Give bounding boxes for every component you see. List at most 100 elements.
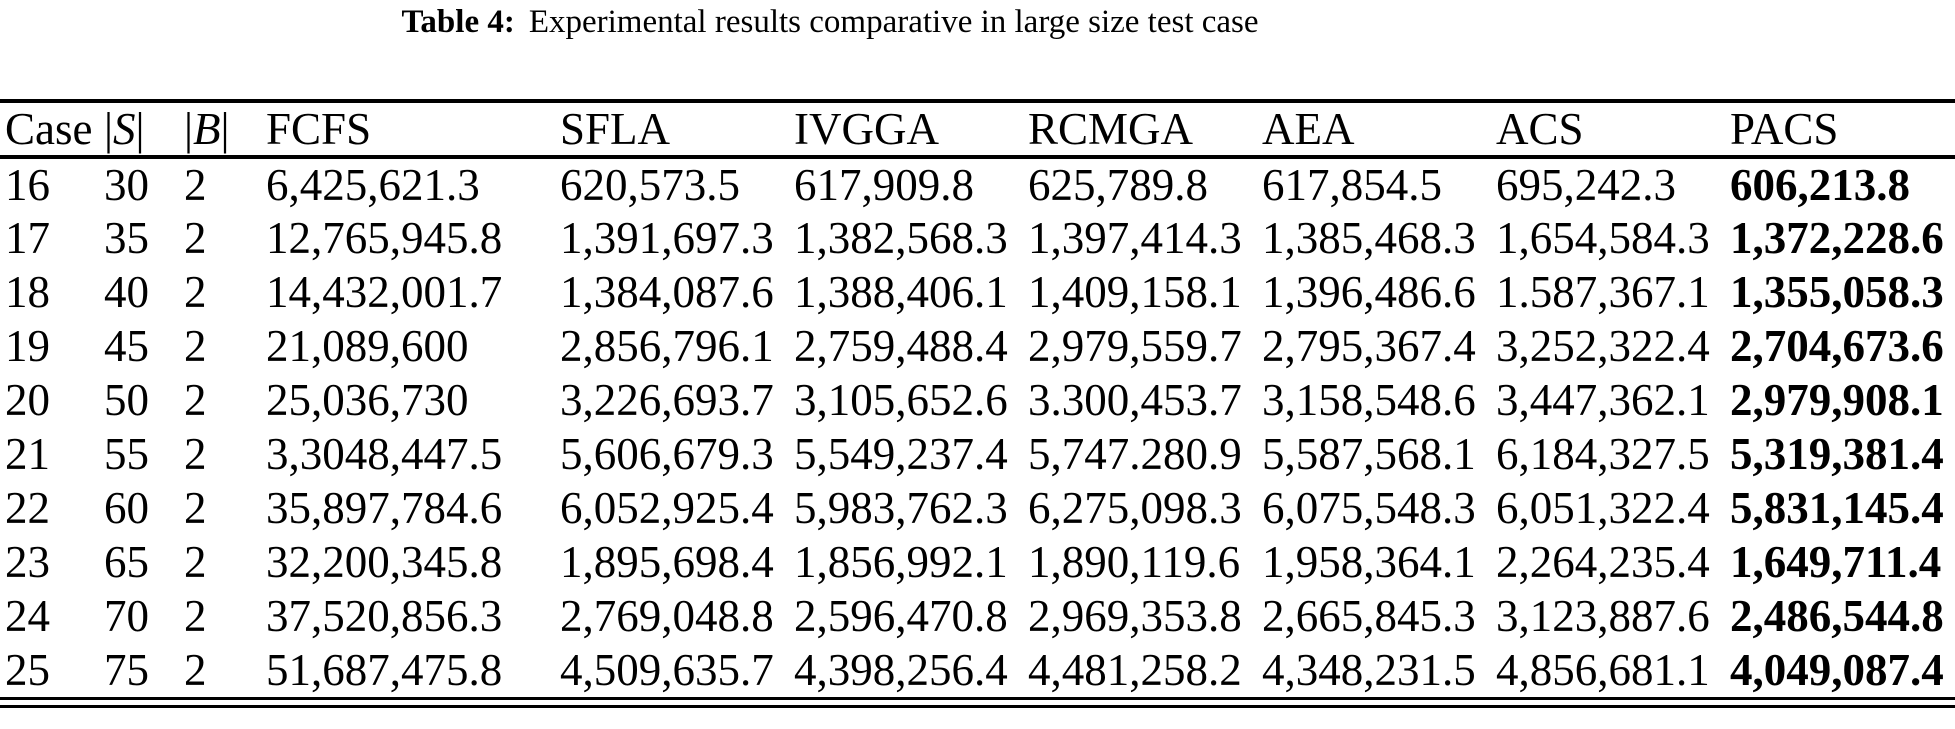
cell-acs: 2,264,235.4 xyxy=(1496,537,1710,587)
cell-b: 2 xyxy=(184,213,207,263)
cell-s: 40 xyxy=(104,267,149,317)
cell-b: 2 xyxy=(184,267,207,317)
cell-fcfs: 14,432,001.7 xyxy=(266,267,503,317)
table-header-row: Case |S| |B| FCFS SFLA IVGGA RCMGA AEA ACS PACS xyxy=(0,101,1955,159)
cell-s: 60 xyxy=(104,483,149,533)
cell-rcmga: 1,397,414.3 xyxy=(1028,213,1242,263)
cell-rcmga: 6,275,098.3 xyxy=(1028,483,1242,533)
cell-pacs: 5,831,145.4 xyxy=(1730,483,1944,533)
cell-rcmga: 4,481,258.2 xyxy=(1028,645,1242,695)
cell-sfla: 3,226,693.7 xyxy=(560,375,774,425)
col-header-pacs: PACS xyxy=(1730,101,1955,159)
table-row-case-19: 19 45 2 21,089,600 2,856,796.1 2,759,488.4 2,9… xyxy=(0,319,1955,373)
cell-sfla: 5,606,679.3 xyxy=(560,429,774,479)
table-body: 16 30 2 6,425,621.3 620,573.5 617,909.8 625,78… xyxy=(0,157,1955,697)
table-caption-text: Experimental results comparative in larg… xyxy=(528,4,1259,40)
col-header-aea: AEA xyxy=(1262,101,1496,159)
cell-fcfs: 51,687,475.8 xyxy=(266,645,503,695)
col-header-rcmga: RCMGA xyxy=(1028,101,1262,159)
col-header-case: Case xyxy=(0,101,104,159)
cell-rcmga: 625,789.8 xyxy=(1028,160,1208,210)
cell-sfla: 2,769,048.8 xyxy=(560,591,774,641)
cell-acs: 3,447,362.1 xyxy=(1496,375,1710,425)
cell-s: 70 xyxy=(104,591,149,641)
cell-pacs: 2,704,673.6 xyxy=(1730,321,1944,371)
cell-rcmga: 2,979,559.7 xyxy=(1028,321,1242,371)
cell-ivgga: 1,388,406.1 xyxy=(794,267,1008,317)
cell-acs: 1,654,584.3 xyxy=(1496,213,1710,263)
table-header: Case |S| |B| FCFS SFLA IVGGA RCMGA AEA ACS PACS xyxy=(0,101,1955,159)
cell-ivgga: 5,983,762.3 xyxy=(794,483,1008,533)
cell-acs: 3,123,887.6 xyxy=(1496,591,1710,641)
cell-pacs: 1,649,711.4 xyxy=(1730,537,1942,587)
cell-case: 23 xyxy=(5,537,50,587)
cell-s: 45 xyxy=(104,321,149,371)
cell-case: 25 xyxy=(5,645,50,695)
cell-acs: 1.587,367.1 xyxy=(1496,267,1710,317)
table-row-case-24: 24 70 2 37,520,856.3 2,769,048.8 2,596,470.8 2… xyxy=(0,589,1955,643)
cell-sfla: 1,895,698.4 xyxy=(560,537,774,587)
cell-ivgga: 2,759,488.4 xyxy=(794,321,1008,371)
cell-aea: 1,396,486.6 xyxy=(1262,267,1476,317)
cell-b: 2 xyxy=(184,483,207,533)
cell-aea: 1,385,468.3 xyxy=(1262,213,1476,263)
cell-pacs: 606,213.8 xyxy=(1730,160,1910,210)
table-caption-label: Table 4: xyxy=(401,4,515,40)
results-table: Case |S| |B| FCFS SFLA IVGGA RCMGA AEA ACS PACS 1… xyxy=(0,99,1955,697)
cell-s: 30 xyxy=(104,160,149,210)
cell-case: 24 xyxy=(5,591,50,641)
cell-sfla: 620,573.5 xyxy=(560,160,740,210)
cell-pacs: 1,372,228.6 xyxy=(1730,213,1944,263)
col-header-acs: ACS xyxy=(1496,101,1730,159)
cell-sfla: 2,856,796.1 xyxy=(560,321,774,371)
cell-sfla: 1,391,697.3 xyxy=(560,213,774,263)
cell-acs: 6,051,322.4 xyxy=(1496,483,1710,533)
cell-aea: 6,075,548.3 xyxy=(1262,483,1476,533)
cell-fcfs: 37,520,856.3 xyxy=(266,591,503,641)
cell-fcfs: 25,036,730 xyxy=(266,375,469,425)
cell-fcfs: 12,765,945.8 xyxy=(266,213,503,263)
cell-b: 2 xyxy=(184,375,207,425)
cell-ivgga: 1,856,992.1 xyxy=(794,537,1008,587)
cell-acs: 695,242.3 xyxy=(1496,160,1676,210)
cell-acs: 3,252,322.4 xyxy=(1496,321,1710,371)
cell-rcmga: 5,747.280.9 xyxy=(1028,429,1242,479)
cell-fcfs: 6,425,621.3 xyxy=(266,160,480,210)
cell-b: 2 xyxy=(184,645,207,695)
cell-pacs: 1,355,058.3 xyxy=(1730,267,1944,317)
cell-aea: 617,854.5 xyxy=(1262,160,1442,210)
cell-case: 19 xyxy=(5,321,50,371)
col-header-fcfs: FCFS xyxy=(266,101,560,159)
cell-fcfs: 35,897,784.6 xyxy=(266,483,503,533)
cell-rcmga: 3.300,453.7 xyxy=(1028,375,1242,425)
cell-aea: 1,958,364.1 xyxy=(1262,537,1476,587)
cell-aea: 3,158,548.6 xyxy=(1262,375,1476,425)
cell-aea: 5,587,568.1 xyxy=(1262,429,1476,479)
cell-ivgga: 2,596,470.8 xyxy=(794,591,1008,641)
cell-s: 50 xyxy=(104,375,149,425)
cell-fcfs: 21,089,600 xyxy=(266,321,469,371)
cell-aea: 2,665,845.3 xyxy=(1262,591,1476,641)
cell-sfla: 1,384,087.6 xyxy=(560,267,774,317)
cell-b: 2 xyxy=(184,321,207,371)
cell-pacs: 2,979,908.1 xyxy=(1730,375,1944,425)
cell-pacs: 5,319,381.4 xyxy=(1730,429,1944,479)
cell-ivgga: 617,909.8 xyxy=(794,160,974,210)
table-row-case-16: 16 30 2 6,425,621.3 620,573.5 617,909.8 625,78… xyxy=(0,157,1955,211)
cell-case: 16 xyxy=(5,160,50,210)
table-row-case-25: 25 75 2 51,687,475.8 4,509,635.7 4,398,256.4 4… xyxy=(0,643,1955,697)
cell-ivgga: 4,398,256.4 xyxy=(794,645,1008,695)
cell-s: 65 xyxy=(104,537,149,587)
cell-case: 17 xyxy=(5,213,50,263)
bottom-rule-gap xyxy=(0,700,1955,705)
cell-sfla: 6,052,925.4 xyxy=(560,483,774,533)
table-row-case-18: 18 40 2 14,432,001.7 1,384,087.6 1,388,406.1 1… xyxy=(0,265,1955,319)
table-row-case-23: 23 65 2 32,200,345.8 1,895,698.4 1,856,992.1 1… xyxy=(0,535,1955,589)
cell-case: 21 xyxy=(5,429,50,479)
bottom-rule-bottom xyxy=(0,705,1955,708)
cell-fcfs: 32,200,345.8 xyxy=(266,537,503,587)
cell-aea: 2,795,367.4 xyxy=(1262,321,1476,371)
cell-s: 35 xyxy=(104,213,149,263)
cell-ivgga: 1,382,568.3 xyxy=(794,213,1008,263)
cell-sfla: 4,509,635.7 xyxy=(560,645,774,695)
